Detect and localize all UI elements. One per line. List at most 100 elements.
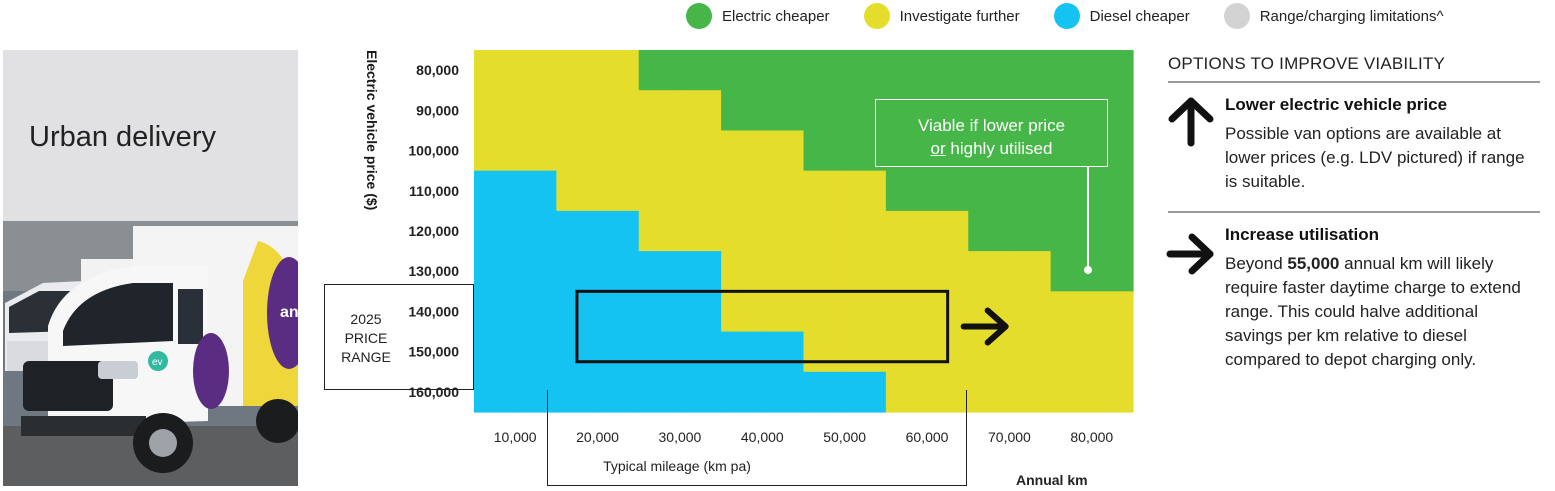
utilisation-text-rest: annual km will likely require faster day…	[1225, 254, 1521, 369]
heatmap-cell	[556, 210, 599, 252]
arrow-right-icon	[1166, 229, 1216, 279]
legend-label: Range/charging limitations^	[1259, 7, 1444, 25]
callout-line2: or highly utilised	[876, 137, 1107, 160]
heatmap-cell	[474, 130, 516, 172]
heatmap-cell	[762, 210, 805, 252]
heatmap-cell	[597, 291, 640, 333]
legend-swatch	[1053, 3, 1080, 29]
heatmap-cell	[679, 251, 722, 292]
heatmap-cell	[968, 210, 1011, 252]
heatmap-cell	[721, 251, 763, 292]
heatmap-cell	[762, 170, 805, 212]
heatmap-cell	[556, 130, 599, 172]
heatmap-cell	[515, 170, 557, 212]
heatmap-cell	[474, 371, 516, 413]
options-title: OPTIONS TO IMPROVE VIABILITY	[1168, 54, 1446, 73]
segment-title: Urban delivery	[29, 121, 216, 153]
heatmap-cell	[638, 331, 681, 373]
heatmap-cell	[474, 331, 516, 373]
price-range-label: 2025 PRICE RANGE	[326, 310, 406, 367]
heatmap-cell	[968, 90, 1011, 132]
heatmap-cell	[597, 251, 640, 292]
callout-underlined-word: or	[930, 139, 946, 158]
heatmap-cell	[597, 371, 640, 413]
heatmap-cell	[474, 90, 516, 132]
heatmap-cell	[1050, 371, 1093, 413]
options-divider-top	[1168, 81, 1540, 83]
heatmap-cell	[1009, 170, 1052, 212]
heatmap-cell	[679, 90, 722, 132]
option-heading-lower-price: Lower electric vehicle price	[1225, 95, 1448, 114]
heatmap-cell	[803, 371, 846, 413]
heatmap-cell	[721, 210, 763, 252]
heatmap-cell	[638, 170, 681, 212]
heatmap-cell	[1050, 170, 1093, 212]
heatmap-cell	[968, 50, 1011, 91]
price-range-line2: PRICE	[344, 330, 388, 346]
heatmap-cell	[721, 331, 763, 373]
heatmap-cell	[638, 50, 681, 91]
heatmap-cell	[556, 50, 599, 91]
heatmap-cell	[762, 50, 805, 91]
heatmap-cell	[597, 130, 640, 172]
heatmap-cell	[474, 50, 516, 91]
x-tick-label: 20,000	[576, 429, 619, 445]
legend-item: Diesel cheaper	[1053, 3, 1190, 29]
heatmap-cell	[844, 50, 887, 91]
heatmap-cell	[679, 50, 722, 91]
x-tick-label: 50,000	[823, 429, 866, 445]
heatmap-cell	[1091, 291, 1134, 333]
heatmap-cell	[1091, 90, 1134, 132]
heatmap-cell	[803, 210, 846, 252]
heatmap-cell	[968, 170, 1011, 212]
current-range-highlight-box	[575, 289, 950, 364]
heatmap-cell	[515, 90, 557, 132]
heatmap-cell	[515, 130, 557, 172]
heatmap-cell	[885, 130, 928, 172]
x-axis-secondary-label: Annual km	[1016, 472, 1088, 488]
y-axis-label: Electric vehicle price ($)	[364, 50, 380, 211]
callout-line1: Viable if lower price	[917, 116, 1066, 135]
heatmap-cell	[556, 90, 599, 132]
heatmap-cell	[515, 50, 557, 91]
heatmap-cell	[927, 130, 969, 172]
legend-label: Electric cheaper	[722, 7, 830, 25]
heatmap-cell	[1050, 90, 1093, 132]
heatmap-cell	[597, 331, 640, 373]
heatmap-cell	[638, 251, 681, 292]
heatmap-cell	[474, 291, 516, 333]
options-divider-middle	[1168, 211, 1540, 213]
heatmap-cell	[803, 170, 846, 212]
heatmap-cell	[1009, 210, 1052, 252]
arrow-up-icon	[1166, 97, 1216, 147]
heatmap-cell	[1009, 371, 1052, 413]
legend-label: Investigate further	[899, 7, 1020, 25]
heatmap-cell	[762, 371, 805, 413]
heatmap-cell	[515, 371, 557, 413]
price-range-box	[324, 284, 474, 390]
heatmap-cell	[885, 210, 928, 252]
heatmap-cell	[597, 170, 640, 212]
heatmap-cell	[1009, 130, 1052, 172]
option-heading-utilisation: Increase utilisation	[1225, 225, 1379, 244]
heatmap-cell	[927, 371, 969, 413]
heatmap-cell	[885, 50, 928, 91]
y-tick-label: 150,000	[408, 344, 459, 360]
heatmap-cell	[803, 251, 846, 292]
heatmap-cell	[927, 251, 969, 292]
y-tick-label: 130,000	[408, 263, 459, 279]
heatmap-cell	[844, 170, 887, 212]
heatmap-cell	[556, 251, 599, 292]
legend-item: Investigate further	[863, 3, 1020, 29]
heatmap-cell	[1050, 291, 1093, 333]
heatmap-cell	[1050, 210, 1093, 252]
y-tick-label: 80,000	[416, 62, 459, 78]
heatmap-cell	[721, 291, 763, 333]
heatmap-cell	[1091, 50, 1134, 91]
heatmap-cell	[474, 251, 516, 292]
heatmap-cell	[1091, 210, 1134, 252]
heatmap-cell	[721, 130, 763, 172]
heatmap-cell	[1050, 50, 1093, 91]
heatmap-cell	[762, 130, 805, 172]
heatmap-cell	[597, 50, 640, 91]
